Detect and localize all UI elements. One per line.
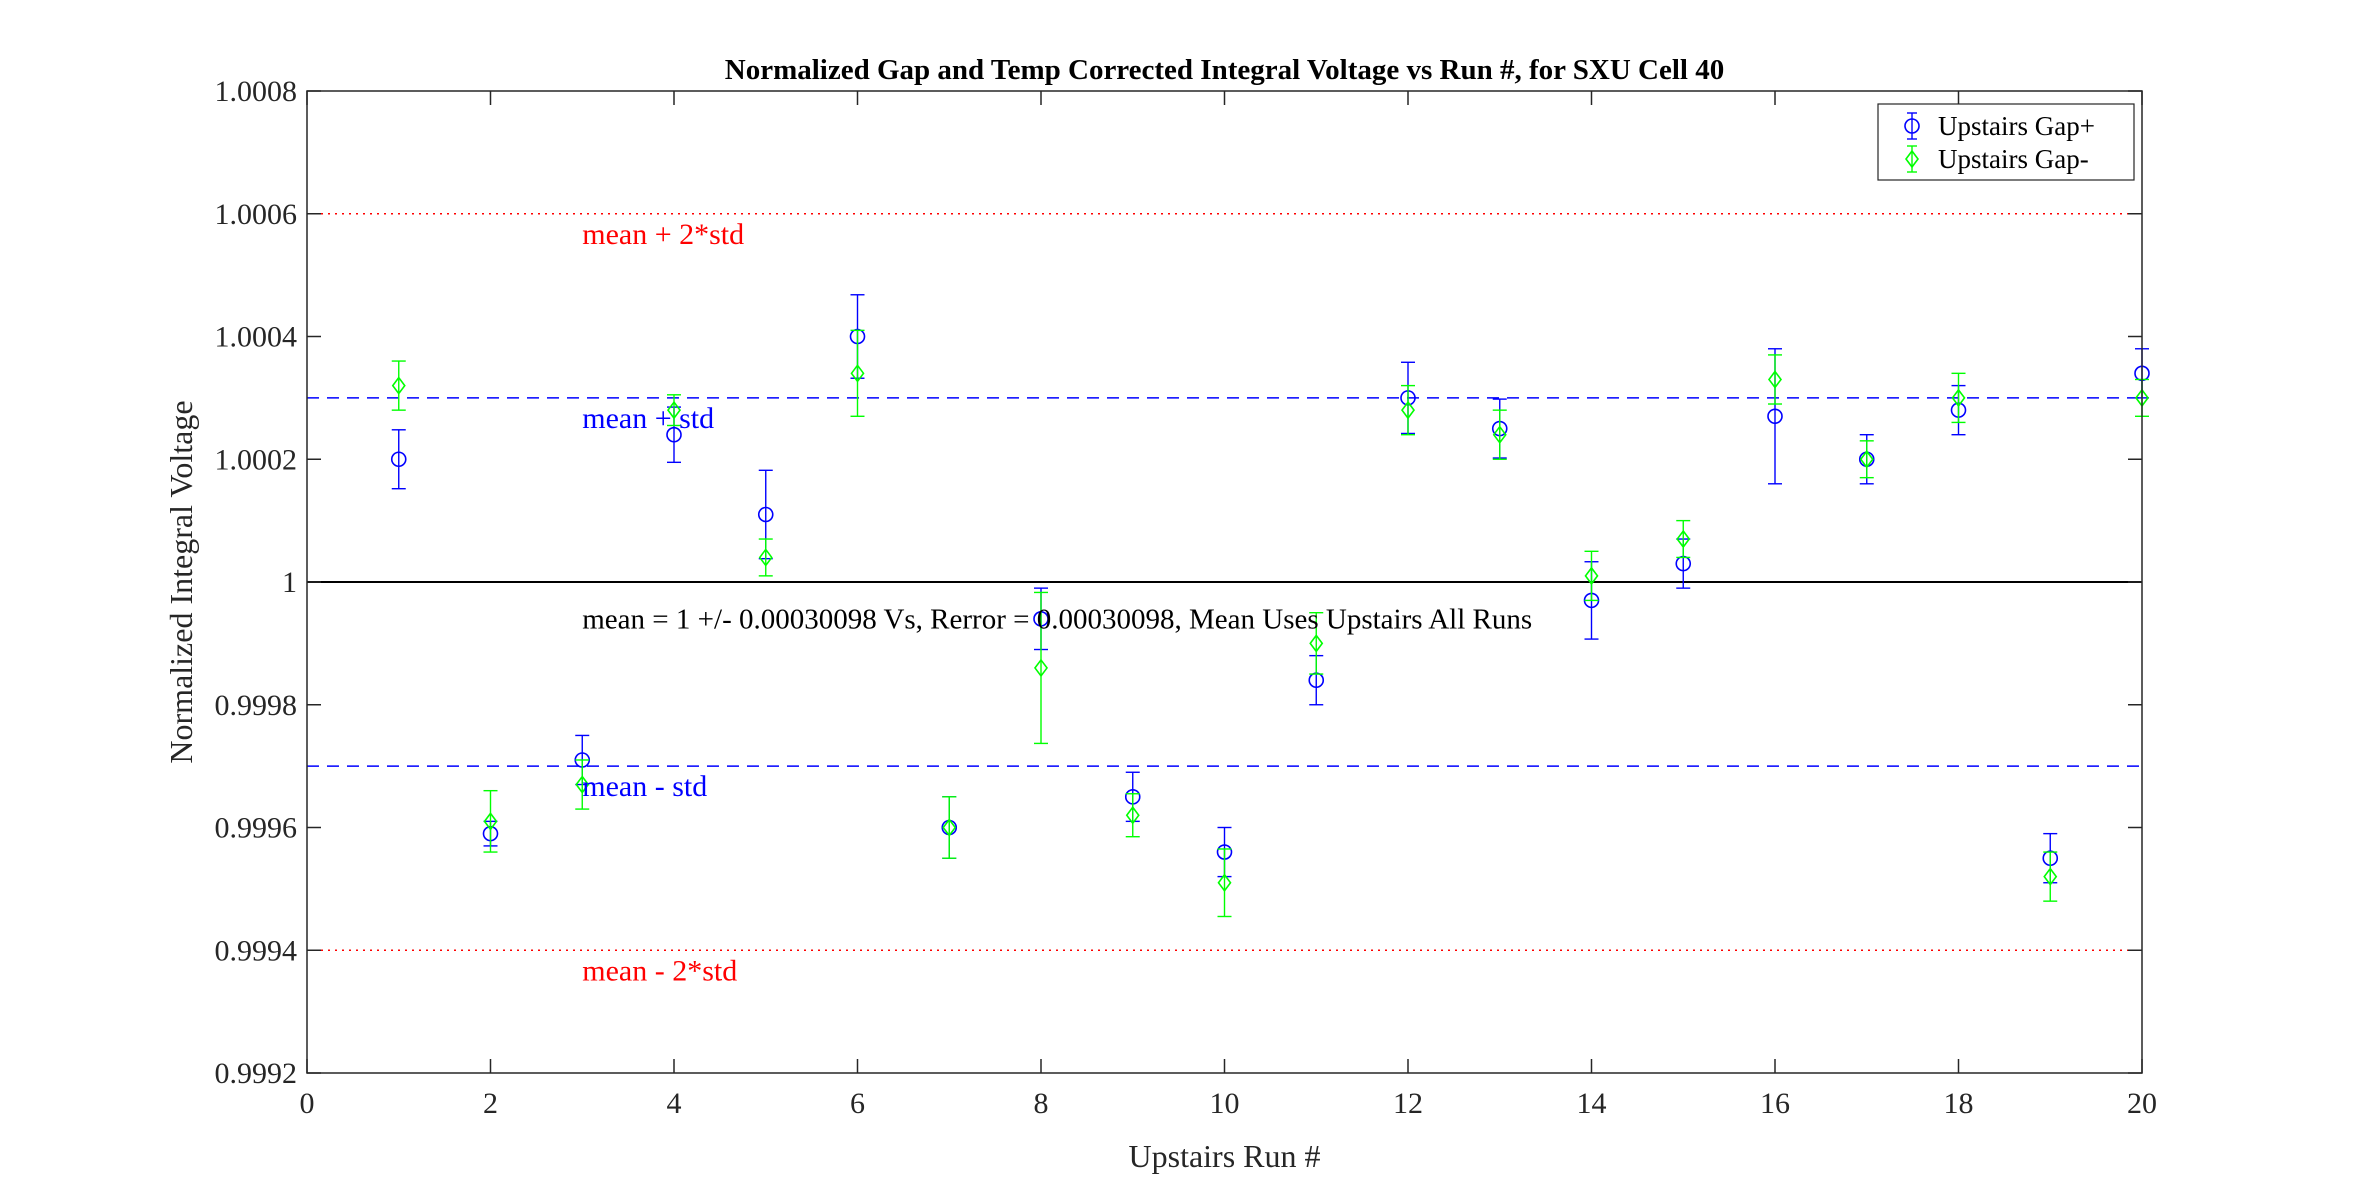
data-point — [1859, 449, 1874, 469]
data-point — [391, 376, 406, 395]
legend-label: Upstairs Gap- — [1938, 144, 2089, 174]
x-tick-label: 18 — [1944, 1087, 1974, 1120]
reference-labels: mean + 2*std mean + std mean - std mean - 2… — [582, 218, 744, 988]
y-tick-label: 1.0008 — [215, 75, 298, 108]
legend: Upstairs Gap+Upstairs Gap- — [1877, 103, 2135, 181]
x-tick-label: 12 — [1393, 1087, 1423, 1120]
x-tick-label: 20 — [2127, 1087, 2157, 1120]
reference-line-label: mean + std — [582, 402, 714, 435]
y-tick-label: 1.0002 — [215, 443, 298, 476]
data-point — [575, 775, 590, 794]
y-tick-label: 1 — [282, 566, 297, 599]
data-point — [1492, 425, 1507, 445]
y-tick-label: 0.9998 — [215, 689, 298, 722]
reference-line-label: mean + 2*std — [582, 218, 744, 251]
y-tick-label: 0.9992 — [215, 1057, 298, 1090]
y-tick-label: 1.0004 — [215, 321, 298, 354]
data-point — [1309, 634, 1324, 653]
data-point — [850, 363, 865, 383]
x-tick-label: 6 — [850, 1087, 865, 1120]
data-point — [1034, 658, 1048, 678]
y-tick-label: 1.0006 — [215, 198, 298, 231]
y-tick-label: 0.9996 — [215, 812, 298, 845]
reference-lines — [307, 212, 2142, 952]
x-tick-label: 16 — [1760, 1087, 1790, 1120]
y-axis-label: Normalized Integral Voltage — [163, 400, 199, 763]
reference-line-label: mean - std — [582, 770, 707, 803]
data-point — [1217, 873, 1232, 893]
legend-box — [1877, 103, 2135, 181]
data-point — [2043, 867, 2058, 886]
data-point — [1401, 400, 1415, 420]
data-point — [757, 506, 774, 523]
reference-line-label: mean - 2*std — [582, 954, 737, 987]
data-point — [666, 426, 682, 443]
legend-marker — [1904, 118, 1920, 134]
data-point — [390, 451, 407, 468]
data-point — [1584, 566, 1599, 586]
series-upstairs-gap- — [391, 329, 2149, 918]
data-point — [942, 818, 957, 837]
data-point — [758, 548, 773, 567]
y-tick-label: 0.9994 — [215, 934, 298, 967]
data-point — [1676, 529, 1691, 549]
legend-marker — [1905, 149, 1919, 169]
x-tick-label: 14 — [1577, 1087, 1607, 1120]
x-tick-label: 4 — [667, 1087, 682, 1120]
data-series — [390, 294, 2150, 918]
data-point — [1767, 408, 1783, 425]
x-tick-label: 2 — [483, 1087, 498, 1120]
data-point — [1951, 388, 1966, 408]
data-point — [1125, 805, 1140, 825]
chart-title: Normalized Gap and Temp Corrected Integr… — [725, 54, 1724, 86]
legend-label: Upstairs Gap+ — [1938, 111, 2095, 141]
data-point — [1768, 370, 1782, 389]
x-tick-label: 10 — [1210, 1087, 1240, 1120]
axis-ticks: 0 2 4 6 8 10 12 14 16 18 20 0.9992 0.9994 0.9996 0.999… — [215, 75, 2158, 1120]
x-axis-label: Upstairs Run # — [1129, 1138, 1321, 1174]
data-point — [483, 812, 498, 831]
x-tick-label: 0 — [300, 1087, 315, 1120]
mean-annotation: mean = 1 +/- 0.00030098 Vs, Rerror = 0.0… — [582, 603, 1532, 635]
data-point — [667, 400, 681, 420]
x-tick-label: 8 — [1034, 1087, 1049, 1120]
